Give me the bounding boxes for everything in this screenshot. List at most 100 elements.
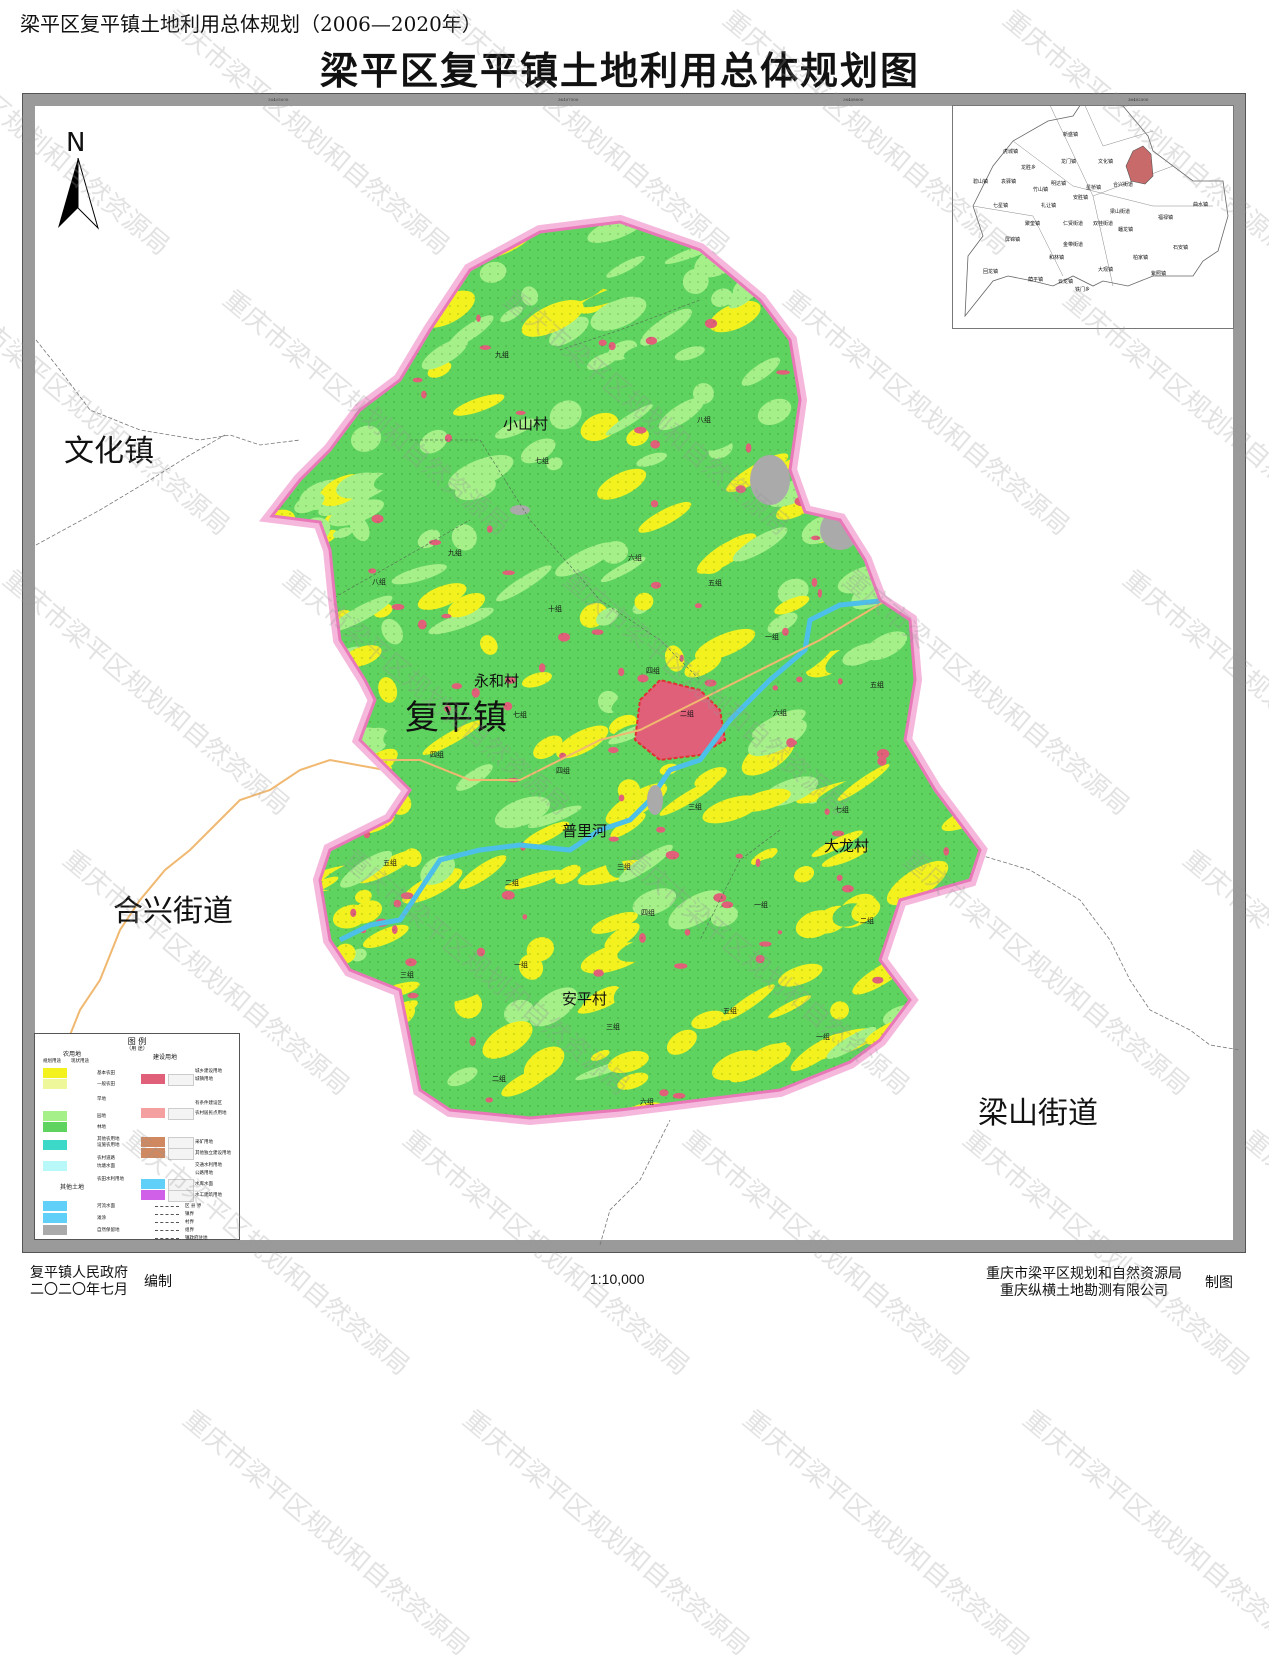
settlement-patch <box>943 399 950 406</box>
land-patch <box>349 222 418 240</box>
land-patch <box>805 272 835 288</box>
land-patch <box>821 325 883 357</box>
land-patch <box>272 755 295 781</box>
inset-county-outline <box>964 100 1229 318</box>
legend-item-label: 水工建筑用地 <box>195 1193 222 1198</box>
legend-item-label: 水库水面 <box>195 1182 213 1187</box>
group-label: 九组 <box>448 549 462 557</box>
land-patch <box>837 1088 903 1118</box>
land-patch <box>272 1093 278 1109</box>
legend-subtitle: （用 途） <box>126 1046 148 1052</box>
neighbor-label-liangshan: 梁山街道 <box>978 1096 1098 1131</box>
dot-texture <box>272 222 980 1118</box>
land-patch <box>336 994 368 1009</box>
village-label: 小山村 <box>503 415 549 433</box>
land-patch <box>911 930 951 951</box>
land-patch <box>345 222 396 238</box>
legend-item-label: 河流水面 <box>97 1204 115 1209</box>
settlement-patch <box>958 906 973 913</box>
group-label: 七组 <box>513 711 527 719</box>
land-patch <box>945 501 980 523</box>
legend-boundary-label: 镇政府驻地 <box>185 1236 208 1241</box>
village-label: 大龙村 <box>824 837 870 855</box>
settlement-patch <box>290 889 297 897</box>
group-label: 一组 <box>514 961 528 969</box>
land-patch <box>955 757 980 780</box>
land-patch <box>306 1036 366 1062</box>
land-patch <box>941 941 969 958</box>
land-patch <box>290 1035 348 1072</box>
frame-coord: 36407500 <box>558 97 579 102</box>
settlement-patch <box>296 274 301 281</box>
land-patch <box>955 619 980 653</box>
land-patch <box>937 662 980 690</box>
legend-swatch <box>43 1122 67 1132</box>
legend-item-label: 采矿用地 <box>195 1140 213 1145</box>
land-patch <box>915 1064 966 1100</box>
land-patch <box>272 238 308 266</box>
neighbor-boundary <box>35 339 301 446</box>
land-patch <box>939 557 956 574</box>
group-label: 六组 <box>628 554 642 562</box>
land-patch <box>316 774 379 803</box>
town-area <box>231 197 1022 1140</box>
land-patch <box>344 352 383 382</box>
legend-item-label: 公路用地 <box>195 1171 213 1176</box>
inset-highlight-area <box>1125 145 1154 185</box>
group-label: 六组 <box>773 709 787 717</box>
land-patch <box>904 383 959 412</box>
settlement-patch <box>324 1031 336 1041</box>
land-patch <box>292 408 333 431</box>
settlement-patch <box>314 1029 327 1037</box>
group-label: 四组 <box>641 909 655 917</box>
land-patch <box>293 222 348 259</box>
land-patch <box>272 391 310 431</box>
inset-town-label: 石安镇 <box>1173 245 1189 251</box>
group-label: 七组 <box>535 457 549 465</box>
land-patch <box>274 264 314 294</box>
land-patch <box>292 1008 312 1031</box>
legend-item-label: 农田水利用地 <box>97 1177 124 1182</box>
land-patch <box>816 389 863 418</box>
village-label: 永和村 <box>474 672 520 690</box>
settlement-patch <box>917 641 931 648</box>
settlement-patch <box>907 394 913 400</box>
land-patch <box>941 943 980 978</box>
footer-publisher: 复平镇人民政府 <box>30 1265 128 1281</box>
land-patch <box>274 786 300 804</box>
inset-town-label: 袁驿镇 <box>1001 179 1017 185</box>
settlement-patch <box>290 1052 303 1060</box>
land-patch <box>272 530 307 553</box>
land-patch <box>885 1054 948 1093</box>
inset-town-label: 大观镇 <box>1098 267 1114 273</box>
inset-town-label: 仁贤街道 <box>1063 221 1084 227</box>
land-patch <box>248 645 273 671</box>
land-patch <box>328 1014 371 1044</box>
legend-item-label: 农村居民点用地 <box>195 1111 227 1116</box>
legend-heading-agri: 农用地 <box>63 1051 82 1058</box>
land-patch <box>272 950 303 986</box>
settlement-patch <box>944 776 956 786</box>
village-label: 安平村 <box>562 990 608 1008</box>
land-patch <box>272 909 297 946</box>
land-patch <box>856 234 922 262</box>
land-patch <box>309 222 366 250</box>
frame-coord: 36405000 <box>268 97 289 102</box>
settlement-patch <box>272 1021 281 1026</box>
land-patch <box>866 436 894 457</box>
land-patch <box>803 234 848 252</box>
legend-boundary-line <box>155 1206 179 1207</box>
group-label: 五组 <box>870 681 884 689</box>
inset-town-label: 龙门镇 <box>1061 159 1077 165</box>
other-land-patch <box>750 455 790 505</box>
land-patch <box>327 352 352 372</box>
group-label: 三组 <box>617 863 631 871</box>
land-patch <box>962 791 980 822</box>
legend-swatch-current <box>168 1074 194 1086</box>
land-patch <box>911 446 936 470</box>
settlement-patch <box>291 722 300 730</box>
inset-town-label: 福禄镇 <box>1158 215 1174 221</box>
legend-item-label: 交通水利用地 <box>195 1163 222 1168</box>
north-label: N <box>66 128 86 158</box>
footer-cartographer-1: 重庆市梁平区规划和自然资源局 <box>986 1266 1182 1282</box>
